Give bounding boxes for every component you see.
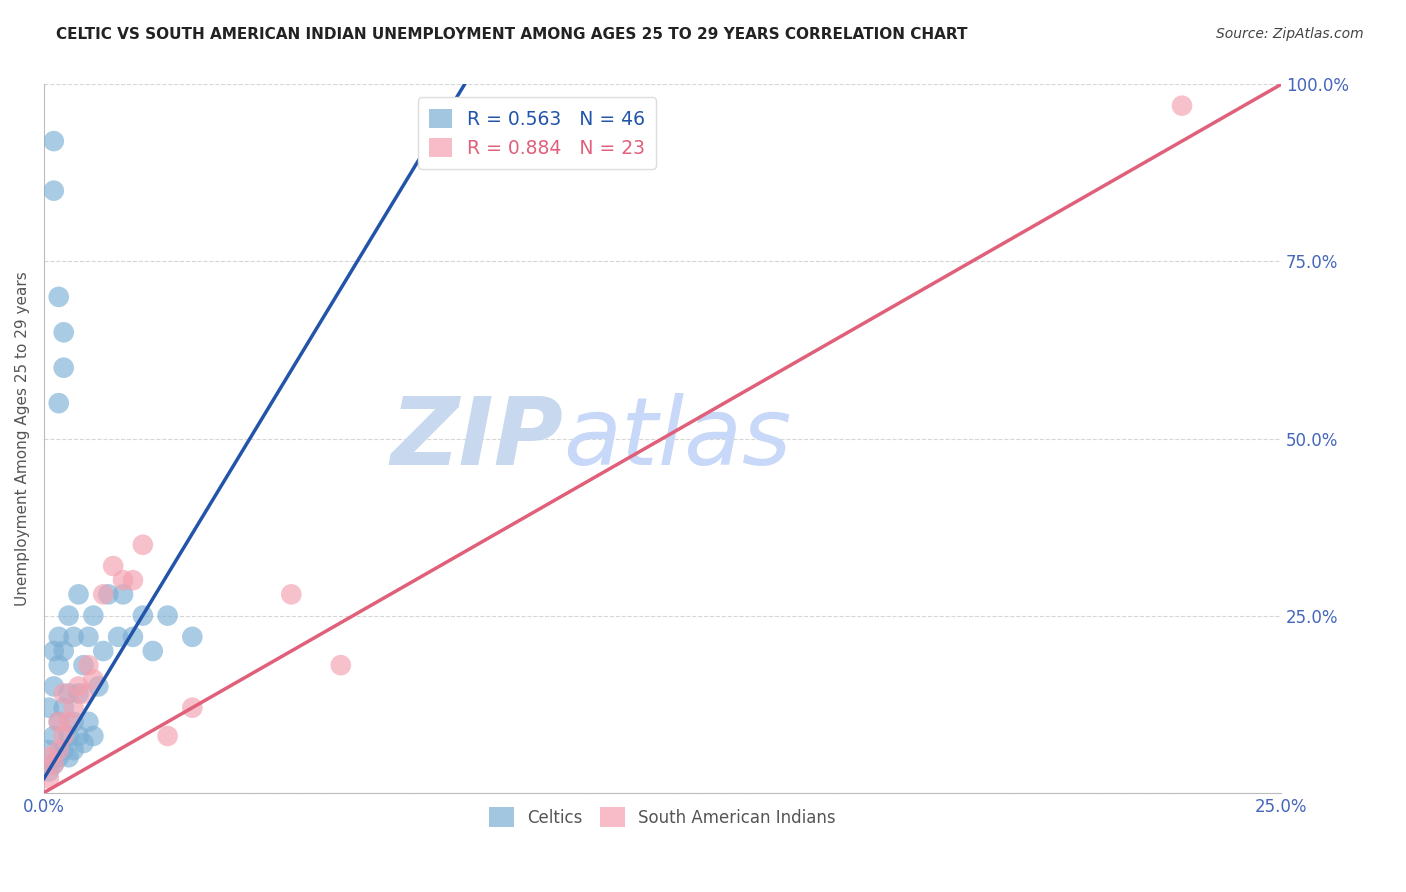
Point bbox=[156, 608, 179, 623]
Point bbox=[42, 134, 65, 148]
Point bbox=[82, 729, 104, 743]
Text: ZIP: ZIP bbox=[391, 392, 564, 484]
Point bbox=[58, 686, 80, 700]
Point bbox=[72, 658, 94, 673]
Point bbox=[82, 673, 104, 687]
Point bbox=[48, 714, 70, 729]
Point bbox=[42, 680, 65, 694]
Point bbox=[48, 750, 70, 764]
Point bbox=[97, 587, 120, 601]
Point bbox=[67, 680, 90, 694]
Point bbox=[42, 644, 65, 658]
Point bbox=[62, 700, 84, 714]
Point bbox=[52, 360, 75, 375]
Point bbox=[132, 608, 155, 623]
Point bbox=[58, 714, 80, 729]
Point bbox=[38, 772, 60, 786]
Point bbox=[48, 396, 70, 410]
Point bbox=[48, 714, 70, 729]
Point bbox=[52, 686, 75, 700]
Point bbox=[38, 743, 60, 757]
Legend: Celtics, South American Indians: Celtics, South American Indians bbox=[482, 800, 842, 834]
Point bbox=[42, 757, 65, 772]
Point bbox=[42, 729, 65, 743]
Point bbox=[329, 658, 352, 673]
Point bbox=[38, 700, 60, 714]
Point bbox=[62, 714, 84, 729]
Point bbox=[67, 686, 90, 700]
Point bbox=[122, 573, 145, 587]
Point bbox=[142, 644, 165, 658]
Point bbox=[62, 630, 84, 644]
Point bbox=[62, 743, 84, 757]
Point bbox=[58, 608, 80, 623]
Point bbox=[52, 700, 75, 714]
Point bbox=[181, 700, 204, 714]
Text: CELTIC VS SOUTH AMERICAN INDIAN UNEMPLOYMENT AMONG AGES 25 TO 29 YEARS CORRELATI: CELTIC VS SOUTH AMERICAN INDIAN UNEMPLOY… bbox=[56, 27, 967, 42]
Point bbox=[38, 750, 60, 764]
Point bbox=[72, 686, 94, 700]
Point bbox=[67, 729, 90, 743]
Point bbox=[52, 326, 75, 340]
Point bbox=[52, 743, 75, 757]
Y-axis label: Unemployment Among Ages 25 to 29 years: Unemployment Among Ages 25 to 29 years bbox=[15, 271, 30, 606]
Point bbox=[91, 644, 114, 658]
Point bbox=[38, 764, 60, 779]
Point bbox=[91, 587, 114, 601]
Point bbox=[48, 630, 70, 644]
Point bbox=[42, 184, 65, 198]
Point bbox=[48, 743, 70, 757]
Point bbox=[107, 630, 129, 644]
Point bbox=[280, 587, 302, 601]
Point bbox=[156, 729, 179, 743]
Point bbox=[52, 729, 75, 743]
Point bbox=[1171, 98, 1194, 112]
Point bbox=[52, 644, 75, 658]
Point bbox=[112, 587, 135, 601]
Text: Source: ZipAtlas.com: Source: ZipAtlas.com bbox=[1216, 27, 1364, 41]
Point bbox=[101, 559, 124, 574]
Point bbox=[122, 630, 145, 644]
Point bbox=[132, 538, 155, 552]
Point bbox=[72, 736, 94, 750]
Point bbox=[48, 658, 70, 673]
Point bbox=[42, 757, 65, 772]
Point bbox=[58, 750, 80, 764]
Text: atlas: atlas bbox=[564, 393, 792, 484]
Point bbox=[77, 630, 100, 644]
Point bbox=[82, 608, 104, 623]
Point bbox=[87, 680, 110, 694]
Point bbox=[77, 658, 100, 673]
Point bbox=[77, 714, 100, 729]
Point bbox=[112, 573, 135, 587]
Point bbox=[58, 729, 80, 743]
Point bbox=[181, 630, 204, 644]
Point bbox=[48, 290, 70, 304]
Point bbox=[67, 587, 90, 601]
